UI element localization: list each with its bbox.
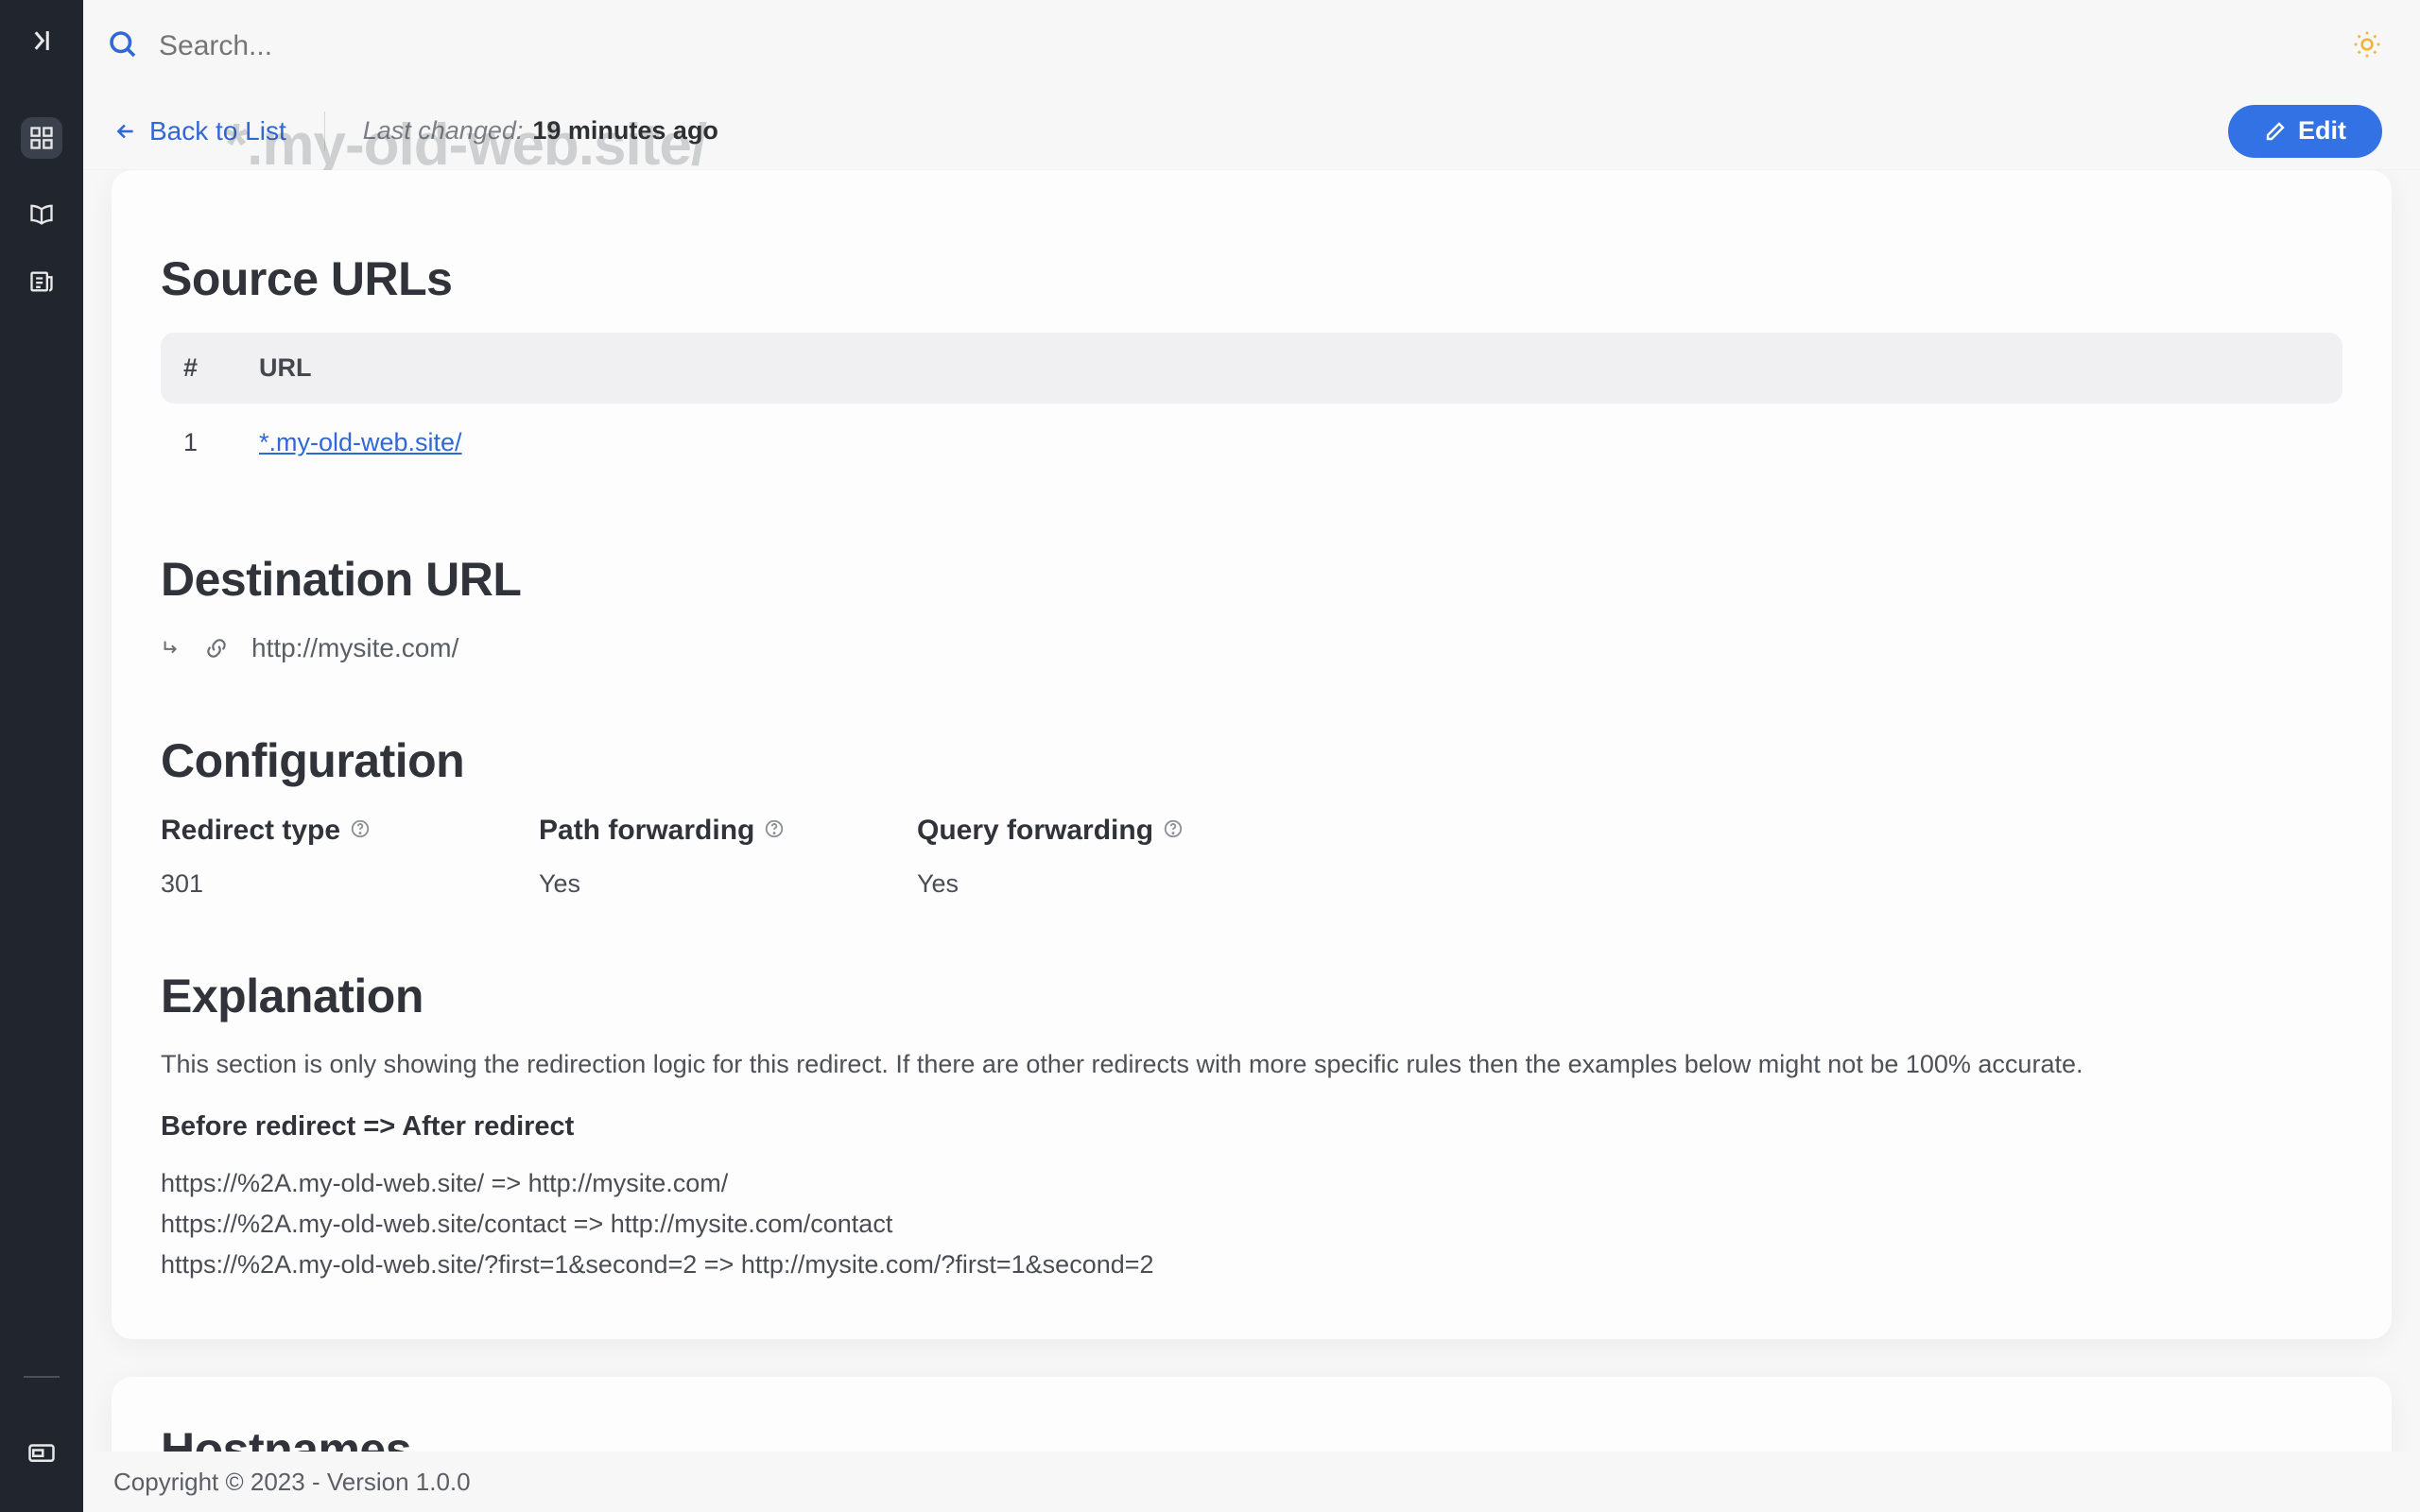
sidebar-item-dashboard[interactable] [21, 117, 62, 159]
query-forwarding-label-text: Query forwarding [917, 815, 1153, 847]
content-scroll[interactable]: Source URLs # URL 1 *.my-old-web.site/ [83, 170, 2420, 1452]
hostnames-card: Hostnames Domain Detected Required DNS s… [112, 1377, 2392, 1452]
explanation-lines: https://%2A.my-old-web.site/ => http://m… [161, 1163, 2342, 1286]
help-icon[interactable] [1163, 815, 1184, 847]
path-forwarding-label-text: Path forwarding [539, 815, 754, 847]
back-to-list-link[interactable]: Back to List [113, 116, 286, 146]
configuration-grid: Redirect type 301 Path forwarding Yes Qu… [161, 815, 2342, 899]
sidebar-divider [24, 1376, 60, 1378]
sidebar-rail [0, 0, 83, 1512]
footer: Copyright © 2023 - Version 1.0.0 [83, 1452, 2420, 1512]
theme-toggle-button[interactable] [2352, 29, 2382, 64]
last-changed-value: 19 minutes ago [532, 116, 718, 146]
explanation-line: https://%2A.my-old-web.site/contact => h… [161, 1204, 2342, 1245]
explanation-line: https://%2A.my-old-web.site/ => http://m… [161, 1163, 2342, 1204]
pencil-icon [2264, 120, 2287, 143]
page: *.my-old-web.site/ Back to List Last cha… [83, 0, 2420, 1512]
sidebar-items [21, 117, 62, 295]
last-changed-label: Last changed: [363, 116, 524, 146]
path-forwarding-value: Yes [539, 869, 917, 899]
explanation-subheading: Before redirect => After redirect [161, 1111, 2342, 1143]
action-bar: *.my-old-web.site/ Back to List Last cha… [83, 93, 2420, 170]
sidebar-item-billing[interactable] [27, 1438, 56, 1467]
cell-url: *.my-old-web.site/ [236, 404, 2342, 482]
configuration-heading: Configuration [161, 733, 2342, 788]
col-url: URL [236, 333, 2342, 404]
sidebar-expand-button[interactable] [27, 26, 56, 55]
newspaper-icon [28, 268, 55, 295]
query-forwarding-value: Yes [917, 869, 1295, 899]
source-urls-heading: Source URLs [161, 251, 2342, 306]
sun-icon [2352, 29, 2382, 60]
edit-button-label: Edit [2298, 116, 2346, 146]
subdirectory-arrow-icon [161, 638, 182, 659]
source-url-link[interactable]: *.my-old-web.site/ [259, 428, 462, 456]
book-icon [28, 200, 55, 227]
help-icon[interactable] [350, 815, 371, 847]
divider [324, 112, 325, 151]
sidebar-item-docs[interactable] [21, 200, 62, 227]
search-bar [83, 0, 2420, 93]
destination-url-heading: Destination URL [161, 552, 2342, 607]
table-header-row: # URL [161, 333, 2342, 404]
query-forwarding-label: Query forwarding [917, 815, 1295, 847]
explanation-line: https://%2A.my-old-web.site/?first=1&sec… [161, 1245, 2342, 1285]
link-icon [204, 636, 229, 661]
hostnames-heading: Hostnames [161, 1422, 2342, 1452]
cell-index: 1 [161, 404, 236, 482]
explanation-note: This section is only showing the redirec… [161, 1050, 2342, 1079]
path-forwarding-label: Path forwarding [539, 815, 917, 847]
chevron-right-bar-icon [27, 26, 56, 55]
search-icon[interactable] [106, 27, 140, 66]
table-row: 1 *.my-old-web.site/ [161, 404, 2342, 482]
search-input[interactable] [159, 30, 2352, 62]
col-index: # [161, 333, 236, 404]
redirect-type-value: 301 [161, 869, 539, 899]
destination-url-row: http://mysite.com/ [161, 633, 2342, 663]
dashboard-icon [28, 125, 55, 151]
explanation-heading: Explanation [161, 969, 2342, 1023]
source-urls-table: # URL 1 *.my-old-web.site/ [161, 333, 2342, 482]
payment-icon [27, 1438, 56, 1467]
redirect-details-card: Source URLs # URL 1 *.my-old-web.site/ [112, 170, 2392, 1339]
redirect-type-label-text: Redirect type [161, 815, 340, 847]
arrow-left-icon [113, 119, 138, 144]
redirect-type-label: Redirect type [161, 815, 539, 847]
footer-text: Copyright © 2023 - Version 1.0.0 [113, 1468, 471, 1497]
destination-url-value: http://mysite.com/ [251, 633, 458, 663]
back-to-list-label: Back to List [149, 116, 286, 146]
sidebar-item-logs[interactable] [21, 268, 62, 295]
help-icon[interactable] [764, 815, 785, 847]
edit-button[interactable]: Edit [2228, 105, 2382, 158]
